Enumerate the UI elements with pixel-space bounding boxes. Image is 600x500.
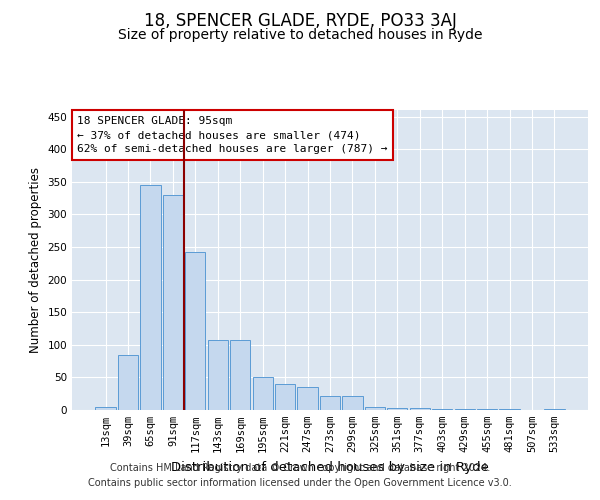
Bar: [230, 340, 250, 410]
Bar: [163, 195, 183, 410]
Bar: [275, 384, 295, 410]
Bar: [410, 408, 430, 410]
Text: Contains HM Land Registry data © Crown copyright and database right 2024.
Contai: Contains HM Land Registry data © Crown c…: [88, 462, 512, 487]
Bar: [95, 406, 116, 410]
Bar: [208, 340, 228, 410]
Text: 18 SPENCER GLADE: 95sqm
← 37% of detached houses are smaller (474)
62% of semi-d: 18 SPENCER GLADE: 95sqm ← 37% of detache…: [77, 116, 388, 154]
Text: 18, SPENCER GLADE, RYDE, PO33 3AJ: 18, SPENCER GLADE, RYDE, PO33 3AJ: [143, 12, 457, 30]
Text: Size of property relative to detached houses in Ryde: Size of property relative to detached ho…: [118, 28, 482, 42]
Bar: [298, 387, 317, 410]
Bar: [387, 408, 407, 410]
Bar: [185, 252, 205, 410]
Bar: [118, 354, 138, 410]
Bar: [140, 185, 161, 410]
X-axis label: Distribution of detached houses by size in Ryde: Distribution of detached houses by size …: [171, 460, 489, 473]
Bar: [320, 396, 340, 410]
Y-axis label: Number of detached properties: Number of detached properties: [29, 167, 42, 353]
Bar: [365, 406, 385, 410]
Bar: [253, 378, 273, 410]
Bar: [343, 396, 362, 410]
